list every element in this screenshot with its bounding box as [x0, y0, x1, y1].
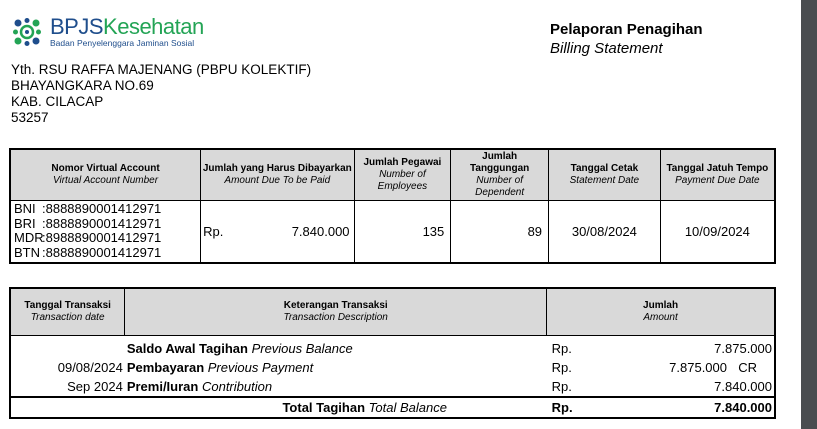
header-employees: Jumlah Pegawai Number of Employees — [353, 148, 452, 201]
amount-due: Rp. 7.840.000 — [200, 199, 355, 264]
title-en: Billing Statement — [550, 40, 663, 57]
header-va: Nomor Virtual Account Virtual Account Num… — [9, 148, 202, 201]
bpjs-logo: BPJSKesehatan Badan Penyelenggara Jamina… — [12, 16, 204, 48]
document-title: Pelaporan Penagihan Billing Statement — [550, 20, 703, 58]
billing-summary-table: Nomor Virtual Account Virtual Account Num… — [9, 148, 776, 264]
va-numbers: BNI:8888890001412971 BRI:888889000141297… — [9, 199, 202, 264]
header-transaction-amount: Jumlah Amount — [546, 287, 776, 336]
table-row: 09/08/2024 Pembayaran Previous Payment Rp.… — [57, 360, 757, 375]
address-line: Yth. RSU RAFFA MAJENANG (PBPU KOLEKTIF) — [11, 62, 312, 77]
header-dependents: Jumlah Tanggungan Number of Dependent — [450, 148, 550, 201]
header-transaction-desc: Keterangan Transaksi Transaction Descript… — [124, 287, 548, 336]
brand-kesehatan: Kesehatan — [103, 14, 204, 39]
scrollbar[interactable] — [801, 0, 817, 429]
va-row: MDR:8988890001412971 — [14, 230, 162, 246]
header-statement-date: Tanggal Cetak Statement Date — [548, 148, 661, 201]
recipient-address: Yth. RSU RAFFA MAJENANG (PBPU KOLEKTIF) … — [11, 62, 311, 126]
employees-count: 135 — [353, 199, 452, 264]
va-row: BNI:8888890001412971 — [14, 201, 162, 217]
brand-subtitle: Badan Penyelenggara Jaminan Sosial — [50, 38, 195, 48]
dependents-count: 89 — [450, 199, 550, 264]
va-row: BTN:8888890001412971 — [14, 244, 162, 260]
address-line: KAB. CILACAP — [11, 94, 104, 109]
total-row: Total Tagihan Total Balance Rp. 7.840.000 — [10, 397, 775, 418]
header-due-date: Tanggal Jatuh Tempo Payment Due Date — [659, 148, 776, 201]
table-row: Saldo Awal Tagihan Previous Balance Rp. 7.… — [126, 341, 772, 356]
brand-bpjs: BPJS — [50, 14, 104, 39]
title-id: Pelaporan Penagihan — [550, 21, 703, 38]
header-transaction-date: Tanggal Transaksi Transaction date — [9, 287, 126, 336]
statement-date: 30/08/2024 — [548, 199, 661, 264]
address-line: 53257 — [11, 110, 49, 125]
address-line: BHAYANGKARA NO.69 — [11, 78, 154, 93]
header-amount-due: Jumlah yang Harus Dibayarkan Amount Due T… — [200, 148, 355, 201]
va-row: BRI:8888890001412971 — [14, 215, 162, 231]
due-date: 10/09/2024 — [659, 199, 776, 264]
table-row: Sep 2024 Premi/Iuran Contribution Rp. 7.840… — [67, 379, 772, 394]
bpjs-emblem-icon — [13, 17, 41, 46]
transactions-table: Tanggal Transaksi Transaction date Ketera… — [9, 287, 776, 419]
